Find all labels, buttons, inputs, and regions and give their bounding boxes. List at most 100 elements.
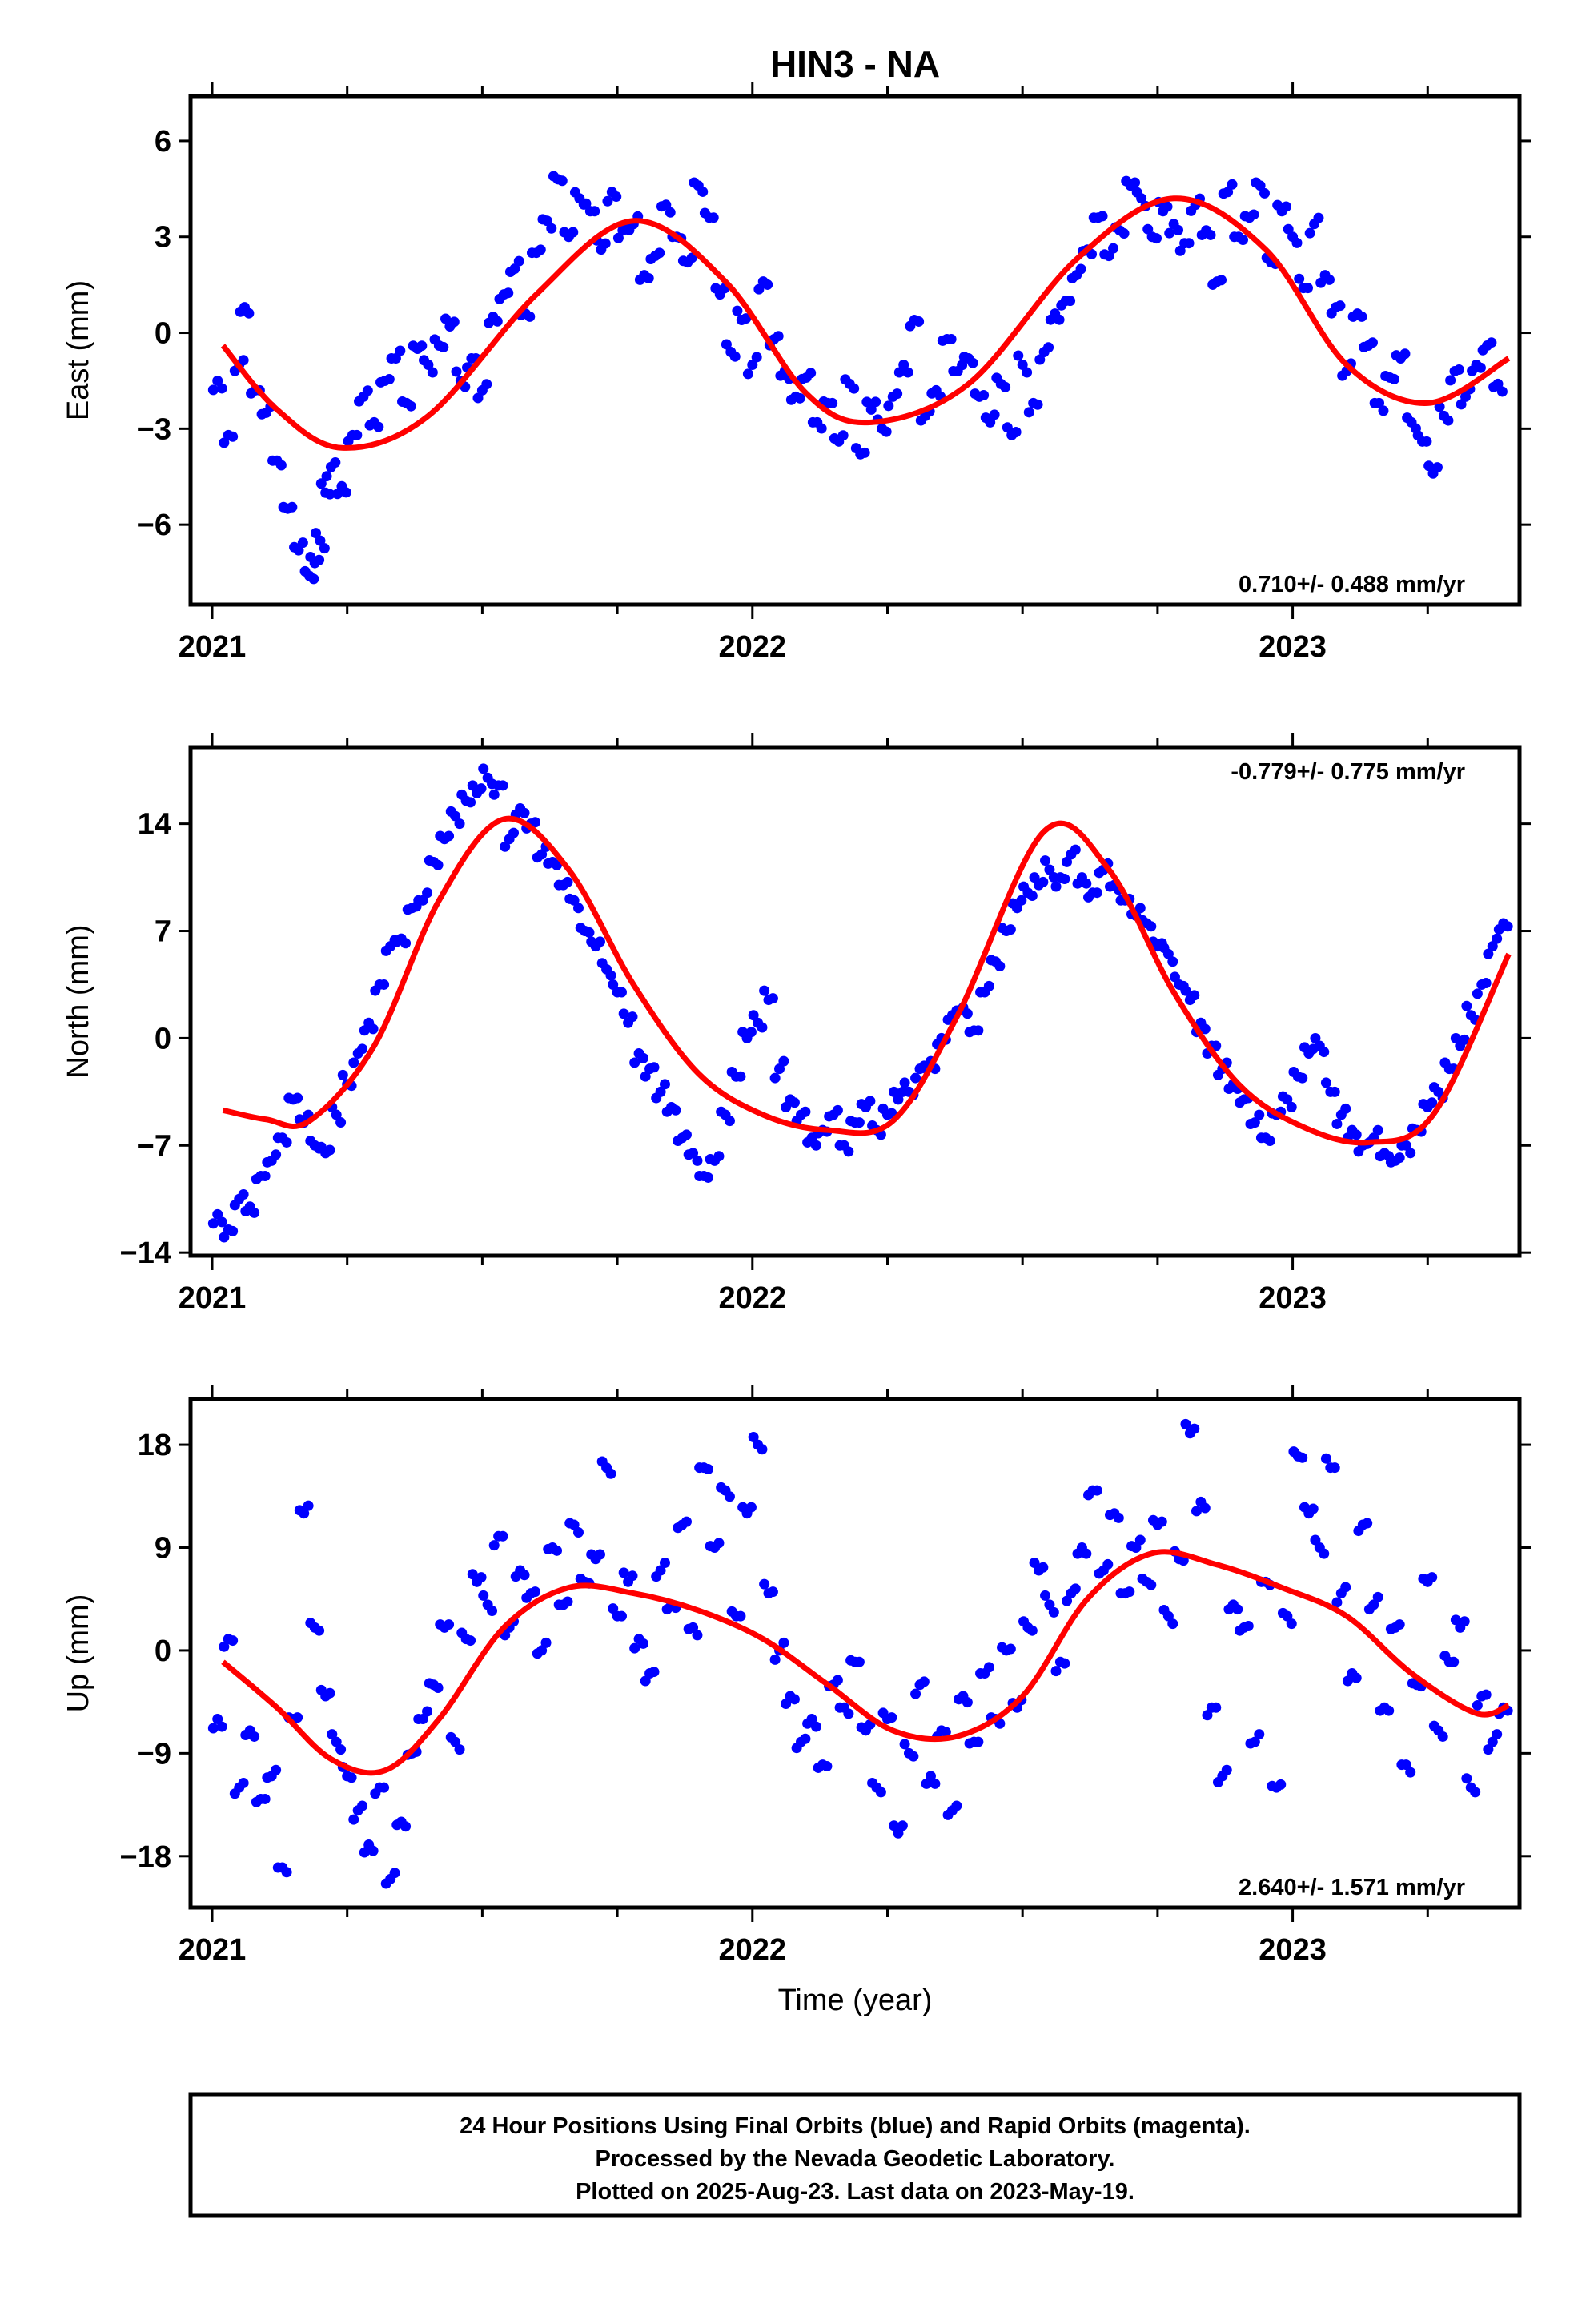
data-point [656,201,667,212]
data-point [305,1618,316,1629]
data-point [1326,308,1337,319]
data-point [413,1714,424,1725]
data-point [773,331,784,342]
data-point [1372,1591,1383,1602]
data-point [240,1730,251,1741]
data-point [1372,1124,1383,1136]
data-point [997,1642,1008,1653]
data-point [1118,228,1130,239]
data-point [207,1218,219,1229]
data-point [753,283,765,295]
data-point [661,1604,673,1615]
data-point [1216,275,1227,286]
data-point [1380,371,1391,382]
data-point [769,1072,781,1084]
data-point [1169,971,1180,983]
data-point [673,1522,684,1534]
data-point [673,1136,684,1147]
data-point [1394,1152,1405,1164]
y-axis-label: Up (mm) [62,1594,95,1713]
data-point [637,1052,648,1063]
data-point [1431,462,1443,473]
data-point [465,1635,476,1647]
data-point [1477,344,1488,356]
data-point [856,1099,867,1110]
data-point [859,447,870,458]
data-point [1199,1502,1211,1514]
data-point [324,489,335,500]
data-point [327,1729,338,1740]
data-point [1399,348,1411,360]
data-point [692,1630,703,1641]
data-point [810,1140,821,1151]
data-point [397,396,408,407]
data-point [832,1675,843,1686]
data-point [465,797,476,808]
rate-label: -0.779+/- 0.775 mm/yr [1231,759,1465,785]
data-point [883,400,894,412]
y-tick-label: −14 [120,1236,171,1270]
data-point [983,980,994,991]
data-point [1331,1118,1343,1129]
data-point [1443,415,1454,426]
data-point [1391,350,1402,361]
data-point [789,1097,800,1108]
data-point [629,1642,640,1654]
data-point [1255,1132,1267,1144]
data-point [1388,373,1399,384]
data-point [212,1714,223,1725]
data-point [1232,1604,1243,1615]
data-point [1459,1616,1470,1627]
data-point [492,316,503,327]
data-point [530,817,541,828]
fit-curve [221,1549,1510,1776]
data-point [1396,1140,1407,1151]
data-point [1487,1736,1498,1747]
data-point [1105,1510,1116,1521]
data-point [665,207,676,218]
chart-title: HIN3 - NA [770,43,940,85]
data-point [745,1027,757,1038]
data-point [500,841,511,852]
up-panel: 18 9 0 −9 −18 2021 2022 2023 Up (mm) 2.640+/- 1.5… [62,1385,1531,1967]
data-point [794,392,805,404]
data-point [975,1667,986,1679]
data-point [1072,1548,1083,1559]
data-point [1405,1767,1416,1778]
data-point [1059,873,1070,884]
data-point [1288,1446,1299,1458]
data-point [1050,1666,1062,1677]
data-point [946,334,957,345]
data-point [424,1678,435,1689]
data-point [1026,891,1038,902]
footer-line-3: Plotted on 2025-Aug-23. Last data on 202… [576,2179,1134,2205]
data-point [837,430,849,441]
x-tick-label: 2021 [179,630,247,664]
data-point [275,460,287,471]
data-point [359,1025,370,1036]
data-point [559,227,570,238]
data-point [670,1104,681,1116]
data-point [612,232,624,243]
x-tick-label: 2022 [719,1281,787,1315]
data-point [1211,1040,1222,1051]
footer-line-1: 24 Hour Positions Using Final Orbits (bl… [460,2113,1251,2139]
data-point [1050,881,1062,892]
data-point [379,979,390,990]
data-point [238,355,249,366]
data-point [834,1702,845,1713]
data-point [942,1014,954,1025]
data-point [1062,856,1073,867]
data-point [562,1596,573,1607]
data-point [748,1432,759,1443]
data-point [510,1571,521,1582]
data-point [1229,231,1240,243]
data-point [259,1171,271,1182]
data-point [1026,1625,1038,1636]
data-point [958,352,970,363]
data-point [729,351,741,362]
data-point [759,1578,770,1590]
data-point [849,383,860,394]
data-point [940,1727,951,1738]
data-point [552,859,563,870]
